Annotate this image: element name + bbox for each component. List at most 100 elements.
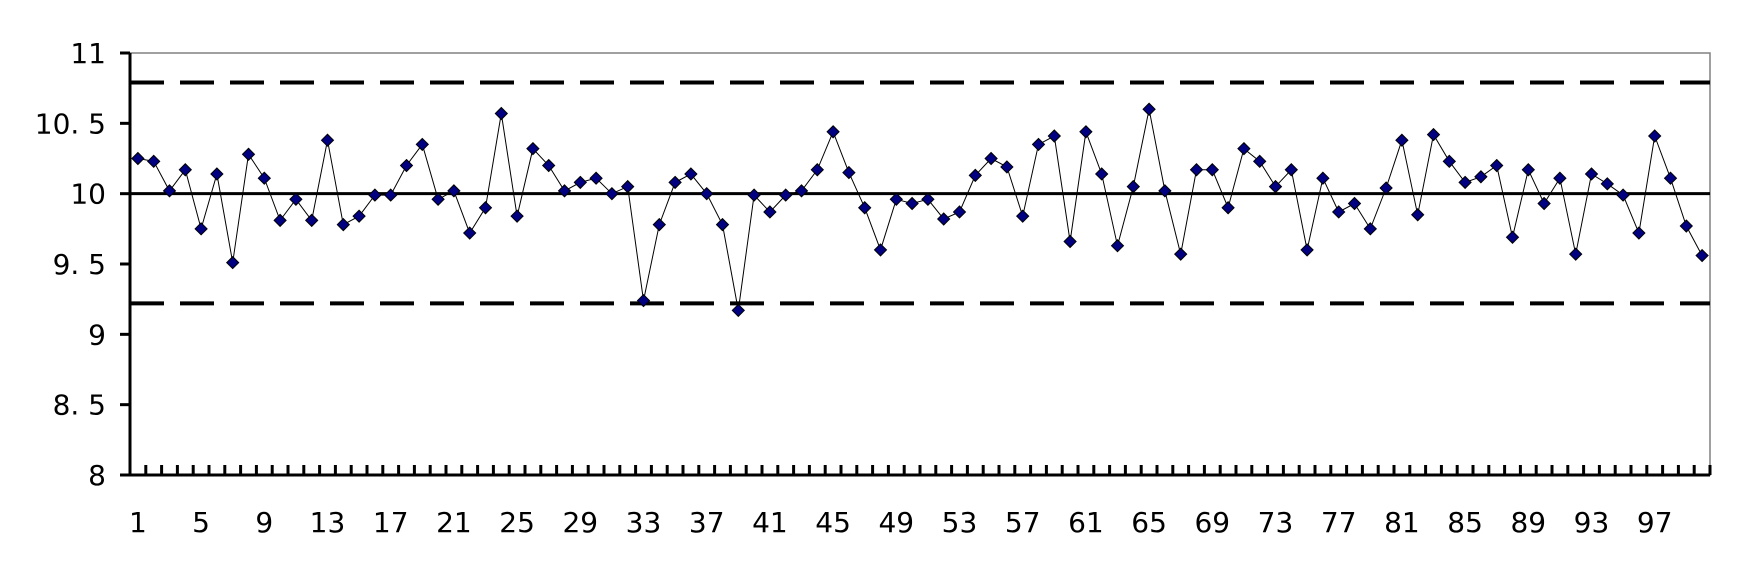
data-point	[131, 151, 145, 166]
data-point	[462, 226, 477, 240]
data-point	[289, 192, 303, 207]
data-point	[162, 184, 177, 198]
y-tick-label: 8	[88, 459, 106, 492]
data-point	[304, 213, 319, 228]
data-point	[1379, 181, 1393, 195]
data-point	[1663, 171, 1678, 185]
x-tick-label: 85	[1447, 506, 1483, 539]
x-tick-label: 81	[1384, 506, 1420, 539]
data-point	[1047, 129, 1062, 143]
data-point	[620, 179, 635, 194]
data-point	[699, 186, 714, 201]
plot-area-border	[129, 52, 1711, 476]
data-point	[715, 217, 730, 232]
data-point	[1173, 247, 1188, 261]
data-point	[1015, 209, 1030, 223]
x-tick-label: 73	[1258, 506, 1294, 539]
x-tick-label: 33	[626, 506, 662, 539]
data-point	[1537, 196, 1551, 211]
data-series	[131, 102, 1709, 318]
data-point	[1647, 129, 1662, 143]
data-point	[1316, 171, 1330, 185]
data-point	[1505, 230, 1520, 244]
x-tick-label: 93	[1574, 506, 1610, 539]
data-point	[1410, 208, 1425, 222]
data-point	[968, 168, 983, 183]
data-point	[447, 184, 461, 198]
data-point	[1094, 167, 1109, 181]
data-point	[526, 141, 540, 156]
data-point	[842, 165, 856, 180]
data-point	[1616, 188, 1630, 202]
x-tick-label: 21	[436, 506, 472, 539]
data-point	[1237, 141, 1251, 156]
data-point	[1695, 248, 1709, 263]
x-tick-label: 65	[1131, 506, 1167, 539]
y-tick-label: 10. 5	[35, 107, 106, 140]
data-point	[541, 158, 556, 173]
data-point	[257, 171, 272, 185]
data-point	[210, 167, 224, 181]
data-point	[1142, 102, 1156, 116]
data-point	[826, 125, 840, 139]
data-point	[1474, 170, 1488, 184]
data-point	[1079, 125, 1093, 139]
data-point	[1031, 137, 1046, 152]
y-tick-label: 8. 5	[53, 389, 106, 422]
x-tick-label: 17	[373, 506, 409, 539]
data-point	[1268, 179, 1283, 194]
x-axis: 1 5 9 13 17 21 25 29 33 37 41 45 49 53 57 61 65 69 73 77 81 8…	[128, 465, 1712, 539]
data-point	[857, 201, 872, 215]
x-tick-label: 9	[255, 506, 273, 539]
data-point	[731, 303, 746, 318]
data-point	[225, 255, 240, 270]
data-point	[747, 188, 761, 202]
data-point	[1158, 184, 1172, 198]
data-point	[241, 147, 256, 161]
data-point	[873, 243, 888, 257]
data-point	[1110, 239, 1125, 253]
data-point	[368, 188, 382, 202]
y-tick-label: 9	[88, 318, 106, 351]
data-point	[1205, 163, 1220, 177]
data-point	[1458, 175, 1472, 190]
data-point	[936, 212, 951, 226]
data-point	[1363, 222, 1378, 236]
y-tick-label: 11	[70, 37, 106, 70]
data-point	[1063, 234, 1077, 249]
x-tick-label: 5	[192, 506, 210, 539]
data-point	[810, 163, 825, 177]
data-point	[557, 184, 572, 198]
data-point	[194, 222, 208, 236]
x-tick-label: 89	[1510, 506, 1546, 539]
data-point	[684, 167, 698, 181]
x-tick-label: 1	[129, 506, 147, 539]
data-point	[1442, 154, 1457, 169]
data-point	[336, 217, 351, 232]
data-point	[921, 192, 935, 207]
x-tick-label: 77	[1321, 506, 1357, 539]
data-point	[652, 217, 667, 232]
data-point	[1584, 167, 1599, 181]
x-tick-label: 29	[562, 506, 598, 539]
data-point	[1600, 177, 1615, 191]
x-tick-label: 49	[878, 506, 914, 539]
y-tick-label: 10	[70, 178, 106, 211]
data-point	[178, 163, 193, 177]
data-point	[1632, 226, 1646, 240]
x-tick-label: 37	[689, 506, 725, 539]
data-point	[1300, 243, 1314, 257]
data-point	[415, 137, 430, 152]
x-tick-label: 45	[815, 506, 851, 539]
y-tick-label: 9. 5	[53, 248, 106, 281]
data-point	[399, 158, 414, 173]
data-point	[905, 196, 919, 211]
data-point	[1521, 163, 1536, 177]
data-point	[1426, 127, 1441, 142]
data-point	[494, 106, 509, 121]
reference-lines	[130, 80, 1710, 306]
x-tick-label: 69	[1194, 506, 1230, 539]
data-point	[1000, 160, 1014, 174]
data-point	[1284, 163, 1299, 177]
